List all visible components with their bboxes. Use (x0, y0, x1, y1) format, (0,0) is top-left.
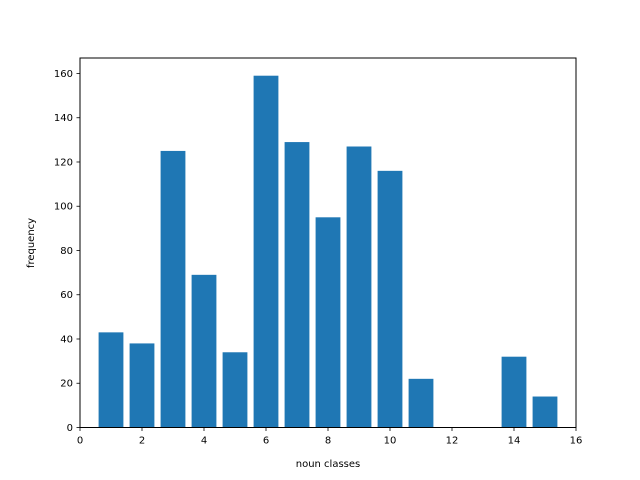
x-tick-label: 6 (263, 436, 269, 447)
y-tick-label: 20 (60, 379, 73, 390)
x-tick-label: 0 (77, 436, 83, 447)
x-tick-label: 12 (446, 436, 459, 447)
y-tick-label: 100 (54, 202, 73, 213)
x-axis-label: noun classes (296, 459, 361, 470)
x-tick-label: 10 (384, 436, 397, 447)
bar-7 (284, 142, 310, 428)
bar-4 (191, 274, 217, 428)
y-tick-label: 120 (54, 157, 73, 168)
bar-3 (160, 150, 186, 428)
x-tick-label: 14 (508, 436, 521, 447)
bar-11 (408, 378, 434, 428)
x-tick-label: 2 (139, 436, 145, 447)
bar-6 (253, 75, 279, 428)
y-tick-label: 0 (67, 423, 73, 434)
x-tick-label: 8 (325, 436, 331, 447)
y-tick-label: 160 (54, 69, 73, 80)
bar-1 (98, 332, 124, 428)
bar-5 (222, 352, 248, 428)
plot-frame (79, 57, 577, 428)
bars-layer (98, 75, 558, 428)
bar-14 (501, 356, 527, 428)
y-tick-label: 40 (60, 334, 73, 345)
bar-8 (315, 217, 341, 428)
y-tick-label: 60 (60, 290, 73, 301)
bar-2 (129, 343, 155, 428)
bar-9 (346, 146, 372, 428)
y-tick-label: 80 (60, 246, 73, 257)
y-axis-label: frequency (26, 218, 37, 268)
bar-15 (532, 396, 558, 428)
bar-10 (377, 170, 403, 428)
y-tick-label: 140 (54, 113, 73, 124)
x-tick-label: 4 (201, 436, 207, 447)
x-tick-label: 16 (570, 436, 583, 447)
